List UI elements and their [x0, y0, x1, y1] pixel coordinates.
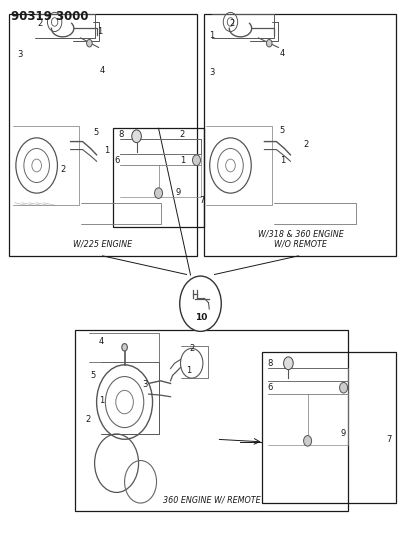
Text: 2: 2 — [229, 19, 235, 28]
Circle shape — [132, 130, 142, 143]
Text: 9: 9 — [340, 430, 346, 439]
Text: 8: 8 — [119, 130, 124, 139]
Circle shape — [180, 276, 221, 332]
Circle shape — [340, 382, 348, 393]
Text: 10: 10 — [195, 313, 207, 322]
Bar — [75, 330, 348, 511]
Circle shape — [284, 357, 293, 369]
Text: 1: 1 — [104, 146, 109, 155]
Circle shape — [266, 39, 272, 47]
Circle shape — [304, 435, 312, 446]
Text: 1: 1 — [97, 27, 103, 36]
Text: 7: 7 — [386, 435, 392, 444]
Text: 8: 8 — [267, 359, 273, 368]
Text: 1: 1 — [279, 156, 285, 165]
Bar — [9, 14, 196, 256]
Text: 2: 2 — [189, 344, 194, 353]
Text: 1: 1 — [180, 156, 185, 165]
Text: 2: 2 — [85, 415, 91, 424]
Text: 6: 6 — [267, 383, 273, 392]
Bar — [113, 128, 205, 227]
Text: 4: 4 — [100, 67, 105, 75]
Text: 1: 1 — [209, 31, 215, 40]
Text: 5: 5 — [91, 371, 96, 380]
Text: W/225 ENGINE: W/225 ENGINE — [73, 240, 132, 249]
Text: 2: 2 — [37, 19, 43, 28]
Text: 7: 7 — [200, 196, 205, 205]
Text: 360 ENGINE W/ REMOTE: 360 ENGINE W/ REMOTE — [163, 495, 261, 504]
Text: 2: 2 — [61, 165, 66, 174]
Text: 4: 4 — [99, 337, 104, 346]
Bar — [205, 14, 396, 256]
Text: 1: 1 — [99, 396, 104, 405]
Bar — [262, 352, 395, 503]
Text: 5: 5 — [93, 128, 99, 137]
Text: 9: 9 — [176, 188, 181, 197]
Circle shape — [122, 344, 128, 351]
Text: 3: 3 — [143, 380, 148, 389]
Text: 2: 2 — [304, 140, 309, 149]
Text: 3: 3 — [18, 51, 23, 59]
Text: 4: 4 — [279, 50, 285, 58]
Text: 2: 2 — [180, 130, 185, 139]
Circle shape — [192, 155, 200, 165]
Circle shape — [154, 188, 162, 198]
Text: 90319 3000: 90319 3000 — [11, 10, 88, 23]
Text: W/318 & 360 ENGINE
W/O REMOTE: W/318 & 360 ENGINE W/O REMOTE — [257, 230, 343, 249]
Text: 6: 6 — [115, 156, 120, 165]
Text: 3: 3 — [209, 68, 215, 77]
Circle shape — [87, 39, 92, 47]
Text: 1: 1 — [186, 366, 192, 375]
Text: 5: 5 — [279, 126, 285, 135]
